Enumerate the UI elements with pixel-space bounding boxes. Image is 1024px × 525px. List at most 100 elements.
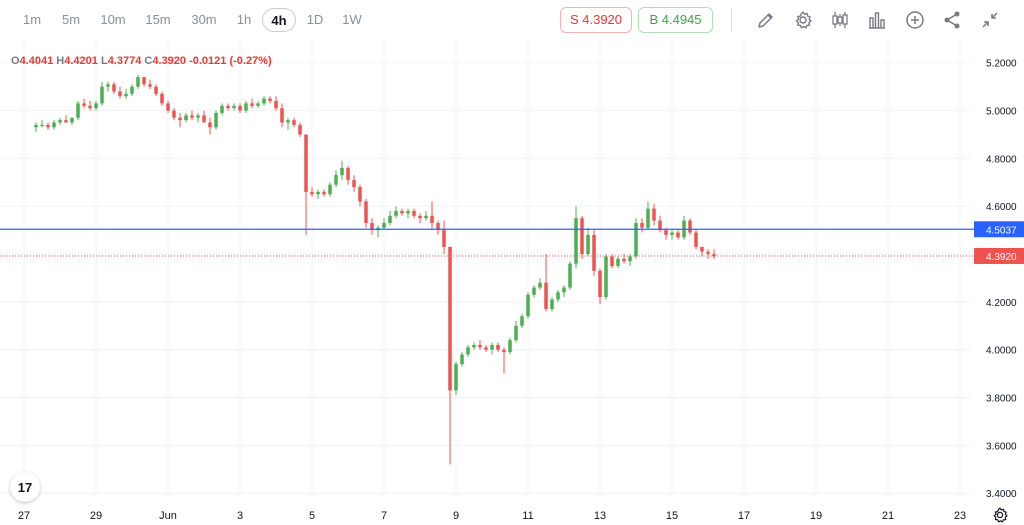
candle bbox=[178, 112, 182, 128]
candle-body bbox=[412, 211, 416, 216]
chart-settings-icon[interactable] bbox=[991, 506, 1009, 524]
candle bbox=[460, 352, 464, 367]
candle bbox=[202, 110, 206, 123]
pencil-icon[interactable] bbox=[755, 9, 777, 31]
y-tick-label: 3.4000 bbox=[986, 489, 1017, 500]
candle bbox=[472, 342, 476, 350]
low-key: L bbox=[100, 55, 108, 67]
candle bbox=[280, 103, 284, 128]
candle-body bbox=[208, 122, 212, 128]
timeframe-1m[interactable]: 1m bbox=[22, 12, 42, 27]
timeframe-4h[interactable]: 4h bbox=[262, 8, 296, 32]
timeframe-15m[interactable]: 15m bbox=[145, 12, 171, 27]
candle-body bbox=[640, 222, 644, 228]
candle bbox=[238, 103, 242, 113]
candle bbox=[652, 203, 656, 226]
candle bbox=[94, 101, 98, 111]
tradingview-logo[interactable]: 17 bbox=[10, 472, 40, 502]
candle-body bbox=[658, 220, 662, 231]
y-tick-label: 4.6000 bbox=[986, 202, 1017, 213]
candle bbox=[550, 297, 554, 312]
candle bbox=[442, 220, 446, 255]
candle-body bbox=[604, 256, 608, 298]
toolbar-divider bbox=[731, 8, 732, 32]
candle bbox=[448, 246, 452, 465]
plus-circle-icon[interactable] bbox=[904, 9, 926, 31]
candle-body bbox=[592, 234, 596, 271]
candle bbox=[352, 175, 356, 192]
buy-button[interactable]: B 4.4945 bbox=[638, 7, 713, 33]
candle bbox=[112, 81, 116, 94]
collapse-icon[interactable] bbox=[979, 9, 1001, 31]
candle bbox=[496, 342, 500, 353]
timeframe-5m[interactable]: 5m bbox=[61, 12, 81, 27]
candles-icon[interactable] bbox=[829, 9, 851, 31]
candle-body bbox=[460, 354, 464, 365]
candle-body bbox=[130, 86, 134, 94]
high-key: H bbox=[56, 55, 65, 67]
candle bbox=[406, 208, 410, 219]
y-tick-label: 4.8000 bbox=[986, 154, 1017, 165]
candle-body bbox=[40, 124, 44, 126]
candle bbox=[310, 187, 314, 197]
candle bbox=[256, 101, 260, 109]
candle-body bbox=[490, 344, 494, 350]
candle bbox=[478, 340, 482, 350]
candle-body bbox=[484, 347, 488, 350]
timeframe-30m[interactable]: 30m bbox=[191, 12, 217, 27]
candle-body bbox=[292, 120, 296, 125]
candle bbox=[454, 361, 458, 396]
share-icon[interactable] bbox=[941, 9, 963, 31]
candle-body bbox=[466, 347, 470, 355]
last-price-label: 4.3920 bbox=[986, 252, 1017, 263]
close-value: 4.3920 bbox=[152, 55, 187, 67]
candle-body bbox=[322, 191, 326, 195]
candle bbox=[52, 120, 56, 130]
candle-body bbox=[652, 208, 656, 221]
candle-body bbox=[148, 84, 152, 87]
candle-body bbox=[82, 103, 86, 106]
candle bbox=[286, 117, 290, 130]
candle bbox=[514, 321, 518, 343]
candle-body bbox=[496, 344, 500, 350]
candle-body bbox=[688, 220, 692, 233]
candle bbox=[232, 103, 236, 111]
timeframe-1w[interactable]: 1W bbox=[342, 12, 362, 27]
candle-body bbox=[442, 230, 446, 247]
x-tick-label: 15 bbox=[666, 510, 678, 522]
horizontal-line-label: 4.5037 bbox=[986, 225, 1017, 236]
candle-body bbox=[154, 86, 158, 94]
toolbar: 1m 5m 10m 15m 30m 1h 4h 1D 1W S 4.3920 B… bbox=[0, 0, 1024, 40]
candle bbox=[76, 101, 80, 121]
price-chart[interactable]: 5.20005.00004.80004.60004.40004.20004.00… bbox=[0, 40, 1024, 525]
candle-body bbox=[454, 364, 458, 391]
high-value: 4.4201 bbox=[64, 55, 98, 67]
y-tick-label: 3.8000 bbox=[986, 394, 1017, 405]
candle bbox=[640, 218, 644, 233]
candle-body bbox=[52, 122, 56, 128]
candle-body bbox=[616, 258, 620, 267]
sell-button[interactable]: S 4.3920 bbox=[560, 7, 632, 33]
candle-body bbox=[514, 325, 518, 341]
candle bbox=[172, 108, 176, 121]
candle-body bbox=[274, 101, 278, 109]
candle bbox=[136, 74, 140, 90]
candle bbox=[574, 206, 578, 269]
timeframe-10m[interactable]: 10m bbox=[100, 12, 126, 27]
candle bbox=[424, 211, 428, 221]
timeframe-1d[interactable]: 1D bbox=[306, 12, 324, 27]
bars-icon[interactable] bbox=[866, 9, 888, 31]
candle-body bbox=[478, 344, 482, 348]
candle bbox=[490, 342, 494, 355]
candle bbox=[376, 225, 380, 238]
candle-body bbox=[508, 340, 512, 353]
x-tick-label: 11 bbox=[522, 510, 533, 522]
timeframe-1h[interactable]: 1h bbox=[236, 12, 252, 27]
x-tick-label: 5 bbox=[309, 510, 315, 522]
candle bbox=[544, 254, 548, 312]
candle bbox=[46, 122, 50, 130]
x-tick-label: 27 bbox=[18, 510, 30, 522]
gear-icon[interactable] bbox=[792, 9, 814, 31]
candle-body bbox=[238, 105, 242, 111]
candle-body bbox=[436, 222, 440, 231]
